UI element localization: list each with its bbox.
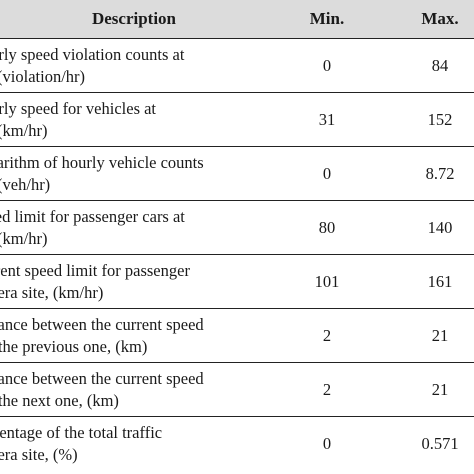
row-min: 2 <box>258 362 396 417</box>
description-line-2: and the previous one, (km) <box>0 336 148 356</box>
row-max: 8.72 <box>396 146 474 201</box>
row-description: Logarithm of hourly vehicle countssite (… <box>0 146 258 201</box>
row-min: 0 <box>258 38 396 93</box>
row-description: Current speed limit for passengercamera … <box>0 254 258 309</box>
row-min: 80 <box>258 200 396 255</box>
table-row: Logarithm of hourly vehicle countssite (… <box>0 146 474 201</box>
table-row: Distance between the current speedand th… <box>0 362 474 417</box>
row-max: 152 <box>396 92 474 147</box>
row-max: 84 <box>396 38 474 93</box>
table-row: Current speed limit for passengercamera … <box>0 254 474 309</box>
row-min: 101 <box>258 254 396 309</box>
table-row: Percentage of the total trafficcamera si… <box>0 417 474 471</box>
description-line-1: Hourly speed for vehicles at <box>0 98 157 118</box>
row-max: 21 <box>396 362 474 417</box>
table-header-row: Description Min. Max. <box>0 0 474 39</box>
row-min: 0 <box>322 433 332 453</box>
row-description: Distance between the current speedand th… <box>0 308 258 363</box>
description-line-2: and the next one, (km) <box>0 390 119 410</box>
description-line-2: site (veh/hr) <box>0 174 51 194</box>
description-line-2: camera site, (km/hr) <box>0 282 104 302</box>
header-description: Description <box>0 0 258 39</box>
row-max: 0.571 <box>421 433 459 453</box>
row-min: 31 <box>258 92 396 147</box>
description-line-2: camera site, (%) <box>0 444 78 464</box>
description-line-1: Distance between the current speed <box>0 314 204 334</box>
row-min: 0 <box>258 146 396 201</box>
header-min: Min. <box>258 0 396 39</box>
table-row: Hourly speed violation counts atsite (vi… <box>0 38 474 93</box>
table-row: Speed limit for passenger cars atsite (k… <box>0 200 474 255</box>
description-line-2: site (violation/hr) <box>0 66 86 86</box>
description-line-2: site (km/hr) <box>0 120 48 140</box>
description-line-1: Hourly speed violation counts at <box>0 44 185 64</box>
description-line-1: Distance between the current speed <box>0 368 204 388</box>
description-line-1: Current speed limit for passenger <box>0 260 190 280</box>
row-description: Hourly speed violation counts atsite (vi… <box>0 38 258 93</box>
row-min: 2 <box>258 308 396 363</box>
description-line-1: Percentage of the total traffic <box>0 422 163 442</box>
row-description: Speed limit for passenger cars atsite (k… <box>0 200 258 255</box>
row-description: Percentage of the total trafficcamera si… <box>0 417 258 471</box>
header-max: Max. <box>396 0 474 39</box>
row-description: Distance between the current speedand th… <box>0 362 258 417</box>
row-max: 21 <box>396 308 474 363</box>
row-max: 140 <box>396 200 474 255</box>
table-row: Distance between the current speedand th… <box>0 308 474 363</box>
row-max: 161 <box>396 254 474 309</box>
description-line-2: site (km/hr) <box>0 228 48 248</box>
row-description: Hourly speed for vehicles atsite (km/hr) <box>0 92 258 147</box>
description-line-1: Speed limit for passenger cars at <box>0 206 185 226</box>
table-row: Hourly speed for vehicles atsite (km/hr)… <box>0 92 474 147</box>
description-line-1: Logarithm of hourly vehicle counts <box>0 152 204 172</box>
